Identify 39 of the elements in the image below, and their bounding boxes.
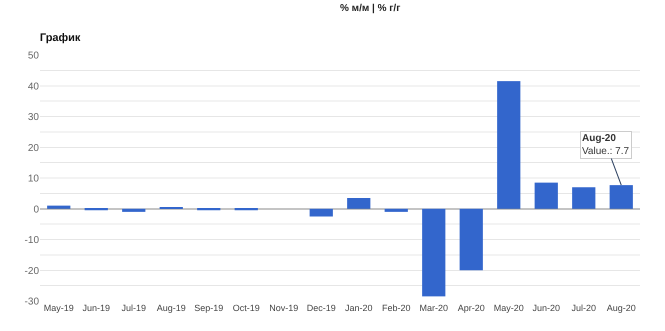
text: % м/м | % г/г xyxy=(340,3,400,14)
x-tick-label: Mar-20 xyxy=(419,303,448,313)
y-tick-label: 10 xyxy=(28,174,40,184)
x-tick-label: Jul-19 xyxy=(121,303,146,313)
y-tick-label: 20 xyxy=(28,142,40,154)
y-tick-label: 40 xyxy=(28,81,40,92)
bar xyxy=(384,208,408,212)
x-tick-label: Apr-20 xyxy=(458,303,485,313)
x-tick-label: Jul-20 xyxy=(571,303,596,313)
bar xyxy=(347,198,370,209)
annotation: Aug-20 Value.: 7.7 xyxy=(582,133,630,157)
y-tick-label: 0 xyxy=(33,204,40,216)
x-tick-label: Nov-19 xyxy=(269,303,298,313)
bar xyxy=(610,185,633,209)
bar xyxy=(310,208,333,216)
x-tick-label: Feb-20 xyxy=(382,303,411,313)
y-tick-label: -30 xyxy=(24,296,40,308)
x-tick-label: Dec-19 xyxy=(306,303,336,313)
bar xyxy=(47,206,70,209)
x-tick-label: May-19 xyxy=(44,303,74,313)
bar xyxy=(497,81,520,209)
x-tick-label: Aug-20 xyxy=(606,303,636,313)
x-tick-label: Aug-19 xyxy=(156,303,186,313)
bar xyxy=(460,208,483,270)
x-tick-label: Jun-20 xyxy=(532,303,560,313)
bar xyxy=(422,208,446,296)
y-tick-label: 50 xyxy=(28,50,40,62)
x-tick-label: Oct-19 xyxy=(232,303,260,313)
bar xyxy=(534,182,558,209)
x-tick-label: Jan-20 xyxy=(344,303,373,313)
bar xyxy=(572,187,596,209)
x-tick-label: Sep-19 xyxy=(194,303,224,313)
y-tick-label: -10 xyxy=(24,235,40,246)
chart-title: График xyxy=(40,32,81,44)
bar xyxy=(122,208,146,212)
y-tick-label: 30 xyxy=(28,112,40,123)
x-tick-label: May-20 xyxy=(494,303,524,313)
x-tick-label: Jun-19 xyxy=(82,303,110,313)
y-tick-label: -20 xyxy=(24,266,40,277)
